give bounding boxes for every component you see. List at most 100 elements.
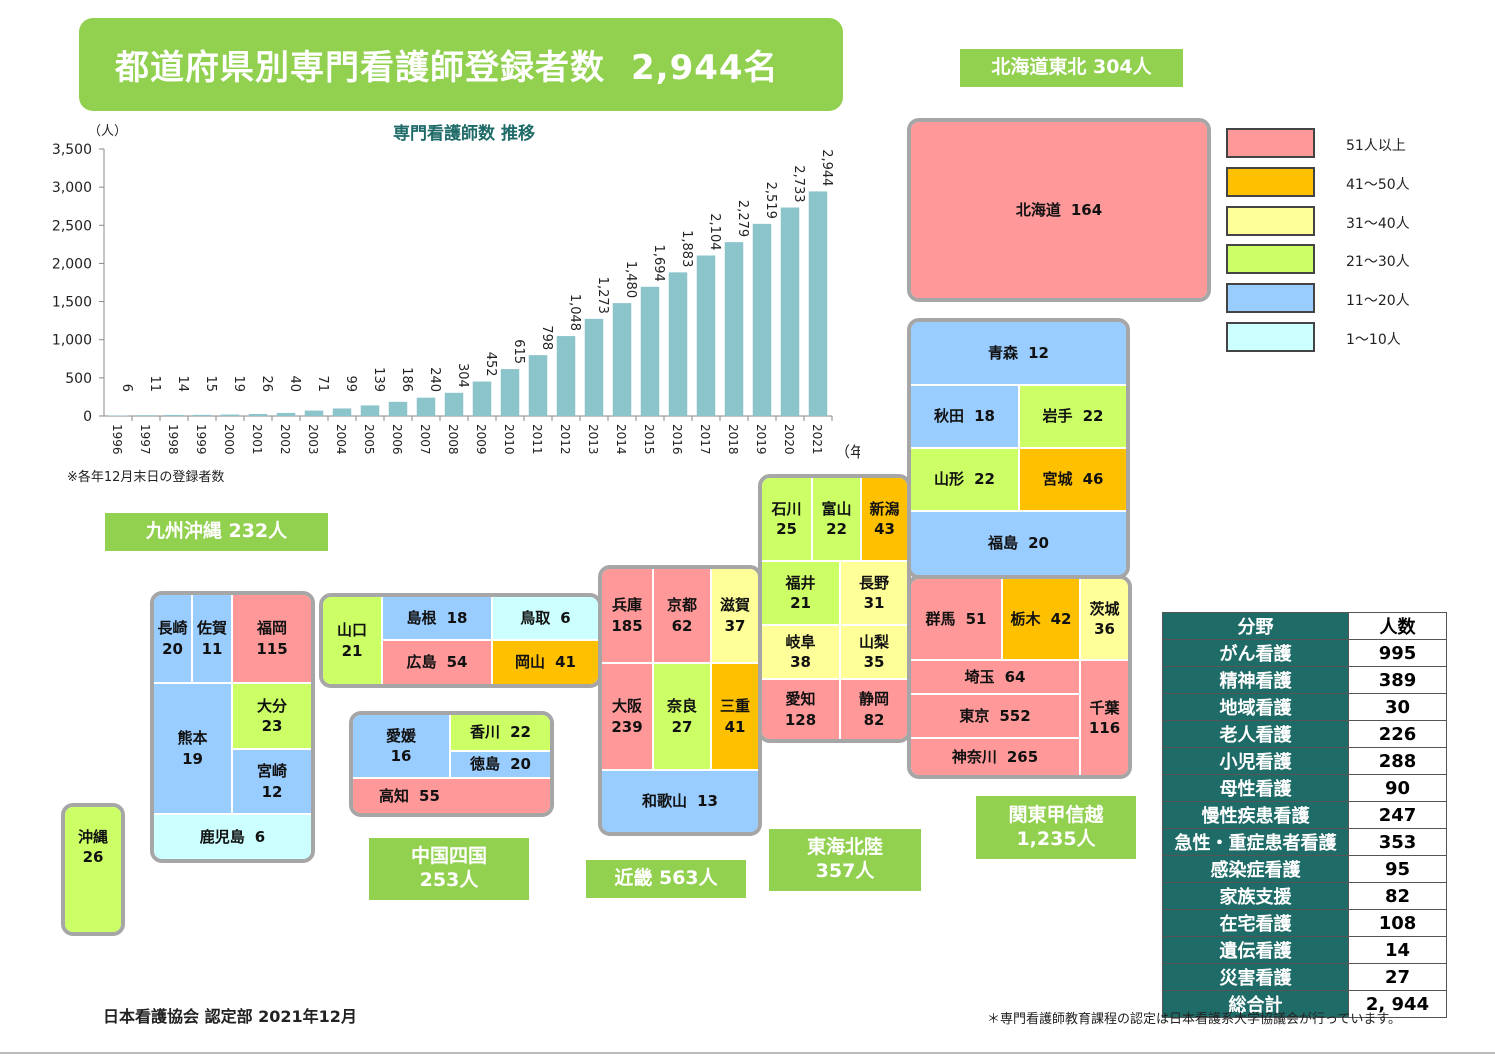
table-row: 母性看護 90 (1162, 774, 1447, 802)
pref-name: 長崎 (157, 619, 188, 638)
pref-value: 11 (201, 639, 223, 658)
pref-name: 秋田 (934, 407, 965, 426)
pref-value: 6 (254, 827, 266, 846)
pref-name: 岩手 (1042, 407, 1073, 426)
pref-hiroshima: 広島 54 (383, 641, 491, 684)
map-shikoku: 愛媛 16 香川 22 徳島 20 高知 55 (349, 711, 554, 817)
bar (164, 414, 184, 416)
footer-note: ＊専門看護師教育課程の認定は日本看護系大学協議会が行っています。 (987, 1012, 1402, 1027)
pref-value: 16 (390, 747, 412, 765)
pref-kumamoto: 熊本 19 (154, 684, 231, 813)
pref-aomori: 青森 12 (911, 322, 1126, 384)
data-label: 186 (399, 367, 414, 392)
legend-swatch (1226, 283, 1315, 314)
pref-name: 佐賀 (196, 619, 227, 638)
map-okinawa: 沖縄 26 (61, 803, 125, 936)
pref-name: 岐阜 (785, 632, 816, 651)
x-tick-label: 2014 (614, 424, 628, 455)
x-tick-label: 2002 (278, 424, 292, 455)
bar (192, 414, 212, 416)
pref-tottori: 鳥取 6 (493, 597, 598, 639)
field-count: 2, 944 (1348, 990, 1447, 1018)
legend-swatch (1226, 166, 1315, 197)
legend-label: 11～20人 (1346, 293, 1410, 310)
footer-source: 日本看護協会 認定部 2021年12月 (103, 1007, 357, 1026)
pref-value: 552 (999, 706, 1031, 725)
data-label: 2,279 (735, 200, 750, 237)
pref-ibaraki: 茨城 36 (1081, 579, 1128, 659)
y-tick-label: 1,500 (52, 295, 92, 311)
pref-gifu: 岐阜 38 (762, 626, 839, 678)
pref-nagasaki: 長崎 20 (154, 595, 191, 682)
pref-value: 22 (974, 470, 995, 489)
field-name: 総合計 (1162, 990, 1349, 1018)
pref-name: 栃木 (1010, 609, 1041, 628)
pref-fukushima: 福島 20 (911, 512, 1126, 575)
x-tick-label: 2000 (222, 424, 236, 455)
pref-value: 26 (82, 848, 104, 867)
data-label: 11 (147, 375, 162, 392)
legend-swatch (1226, 244, 1315, 275)
pref-name: 石川 (771, 499, 802, 518)
pref-kagoshima: 鹿児島 6 (154, 815, 311, 859)
pref-value: 27 (671, 717, 693, 736)
pref-value: 22 (1082, 407, 1104, 426)
region-chugoku: 中国四国 253人 (369, 838, 529, 900)
pref-name: 鳥取 (520, 608, 551, 627)
pref-value: 46 (1082, 470, 1104, 489)
region-kyushu-text: 九州沖縄 232人 (145, 520, 288, 543)
pref-fukui: 福井 21 (762, 562, 839, 624)
field-count: 30 (1348, 693, 1447, 721)
pref-name: 福岡 (256, 619, 287, 638)
region-tokai: 東海北陸 357人 (769, 829, 921, 891)
map-chugoku: 山口 21 島根 18 鳥取 6 広島 54 岡山 41 (319, 593, 602, 688)
pref-tokyo: 東京 552 (911, 695, 1079, 737)
pref-okayama: 岡山 41 (493, 641, 598, 684)
pref-osaka: 大阪 239 (602, 664, 652, 769)
pref-value: 18 (446, 608, 468, 627)
legend-label: 21～30人 (1346, 254, 1410, 271)
pref-value: 115 (256, 639, 288, 658)
x-tick-label: 2013 (586, 424, 600, 455)
pref-niigata: 新潟 43 (862, 478, 907, 560)
legend-label: 31～40人 (1346, 215, 1410, 232)
field-count: 82 (1348, 882, 1447, 910)
data-label: 452 (483, 352, 498, 377)
legend-label: 51人以上 (1346, 138, 1406, 154)
pref-name: 茨城 (1089, 599, 1120, 618)
pref-name: 高知 (379, 786, 410, 805)
x-tick-label: 2009 (474, 424, 488, 455)
x-tick-label: 2018 (726, 424, 740, 455)
pref-value: 18 (974, 407, 995, 426)
region-kinki: 近畿 563人 (586, 860, 746, 898)
bar (640, 286, 660, 416)
data-label: 26 (259, 375, 274, 392)
field-name: 感染症看護 (1162, 855, 1349, 883)
pref-name: 和歌山 (642, 792, 688, 811)
pref-name: 大阪 (611, 697, 642, 716)
bar (388, 401, 408, 416)
table-row: 老人看護 226 (1162, 720, 1447, 748)
header-count: 人数 (1348, 612, 1447, 640)
data-label: 40 (287, 375, 302, 392)
data-label: 615 (511, 339, 526, 364)
pref-name: 香川 (470, 723, 501, 742)
pref-value: 20 (510, 755, 531, 774)
pref-value: 55 (419, 786, 440, 805)
bar (220, 414, 240, 416)
bar (332, 408, 352, 416)
x-tick-label: 2001 (250, 424, 264, 455)
data-label: 1,480 (623, 261, 638, 298)
table-row: 急性・重症患者看護 353 (1162, 828, 1447, 856)
pref-fukuoka: 福岡 115 (233, 595, 311, 682)
table-row: 遺伝看護 14 (1162, 936, 1447, 964)
x-tick-label: 2003 (306, 424, 320, 455)
region-hokkaido-tohoku: 北海道東北 304人 (960, 49, 1183, 87)
pref-ehime: 愛媛 16 (353, 715, 449, 777)
pref-name: 千葉 (1089, 698, 1120, 717)
pref-name: 奈良 (666, 697, 697, 716)
bar (696, 255, 716, 416)
pref-gunma: 群馬 51 (911, 579, 1001, 659)
field-count: 27 (1348, 963, 1447, 991)
y-tick-label: 500 (65, 371, 92, 387)
